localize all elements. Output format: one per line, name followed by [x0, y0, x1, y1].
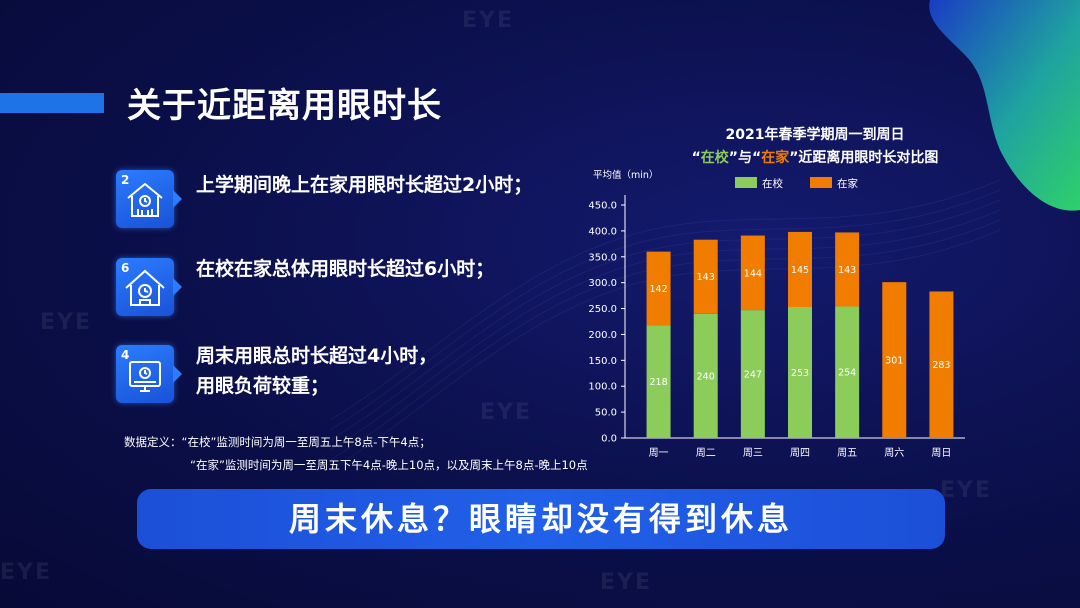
data-label: 143 — [697, 272, 715, 283]
data-definition-line1: 数据定义：“在校”监测时间为周一至周五上午8点-下午4点； — [124, 435, 431, 449]
bar-school — [788, 307, 812, 438]
y-tick-label: 100.0 — [588, 382, 617, 393]
x-tick-label: 周五 — [837, 447, 857, 459]
point-text-line1: 周末用眼总时长超过4小时， — [196, 345, 438, 367]
data-label: 143 — [838, 265, 856, 276]
point-item: 2 上学期间晚上在家用眼时长超过2小时； — [116, 170, 576, 230]
bottom-banner: 周末休息？眼睛却没有得到休息 — [137, 489, 945, 549]
y-tick-label: 0.0 — [601, 434, 617, 445]
bar-home — [693, 239, 718, 314]
y-tick-label: 250.0 — [588, 304, 617, 315]
y-tick-label: 450.0 — [588, 201, 617, 212]
watermark: EYE — [40, 310, 92, 335]
legend-swatch — [810, 177, 832, 188]
bar-home — [646, 251, 671, 326]
point-text-line2: 用眼负荷较重； — [196, 375, 330, 397]
data-label: 240 — [697, 371, 715, 382]
y-tick-label: 50.0 — [595, 408, 617, 419]
chart-title-home: 在家 — [761, 150, 790, 166]
data-label: 254 — [838, 368, 856, 379]
watermark: EYE — [940, 478, 992, 503]
bar-home — [740, 235, 765, 311]
data-label: 301 — [885, 356, 903, 367]
y-tick-label: 150.0 — [588, 356, 617, 367]
corner-blob — [929, 0, 1080, 211]
watermark: EYE — [480, 400, 532, 425]
data-label: 144 — [744, 268, 762, 279]
x-tick-label: 周日 — [931, 447, 951, 459]
y-tick-label: 200.0 — [588, 330, 617, 341]
chart-title-school: 在校 — [700, 150, 729, 166]
page-title: 关于近距离用眼时长 — [127, 86, 442, 126]
y-axis-label: 平均值（min） — [593, 169, 658, 181]
school-clock-icon: 2 — [116, 170, 182, 228]
x-tick-label: 周四 — [790, 447, 810, 459]
bar-school — [693, 313, 718, 438]
x-tick-label: 周三 — [743, 447, 763, 459]
data-label: 247 — [744, 370, 762, 381]
y-tick-label: 350.0 — [588, 252, 617, 263]
data-label: 253 — [791, 368, 809, 379]
y-tick-label: 400.0 — [588, 226, 617, 237]
bar-school — [646, 325, 671, 438]
bar-home — [835, 232, 860, 307]
legend-label: 在校 — [762, 177, 783, 190]
data-definition-line2: “在家”监测时间为周一至周五下午4点-晚上10点，以及周末上午8点-晚上10点 — [190, 458, 588, 472]
bar-school — [835, 306, 860, 438]
bar-home — [882, 282, 907, 438]
x-tick-label: 周六 — [884, 447, 904, 459]
bar-home — [929, 291, 954, 438]
legend-swatch — [735, 177, 757, 188]
x-tick-label: 周一 — [649, 447, 669, 459]
legend-label: 在家 — [837, 177, 858, 190]
watermark: EYE — [0, 560, 52, 585]
point-text: 在校在家总体用眼时长超过6小时； — [196, 258, 495, 280]
point-item: 6 在校在家总体用眼时长超过6小时； — [116, 258, 576, 318]
data-label: 283 — [932, 360, 950, 371]
screen-clock-icon: 4 — [116, 345, 182, 403]
chart-title-line2: “在校”与“在家”近距离用眼时长对比图 — [691, 150, 939, 166]
title-accent-bar — [0, 93, 104, 113]
home-clock-icon: 6 — [116, 258, 182, 316]
bar-school — [740, 310, 765, 438]
data-label: 142 — [650, 284, 668, 295]
stacked-bar-chart: 平均值（min） 0.0 50.0 100.0 150.0 200.0 250.0 300.0… — [588, 169, 965, 459]
x-tick-label: 周二 — [696, 447, 716, 459]
data-label: 145 — [791, 265, 809, 276]
point-item: 4 周末用眼总时长超过4小时， 用眼负荷较重； — [116, 345, 576, 405]
watermark: EYE — [462, 8, 514, 33]
y-tick-label: 300.0 — [588, 278, 617, 289]
data-label: 218 — [650, 377, 668, 388]
watermark: EYE — [600, 570, 652, 595]
point-text: 上学期间晚上在家用眼时长超过2小时； — [196, 174, 533, 196]
chart-title-line1: 2021年春季学期周一到周日 — [725, 127, 905, 143]
bar-home — [788, 231, 812, 308]
